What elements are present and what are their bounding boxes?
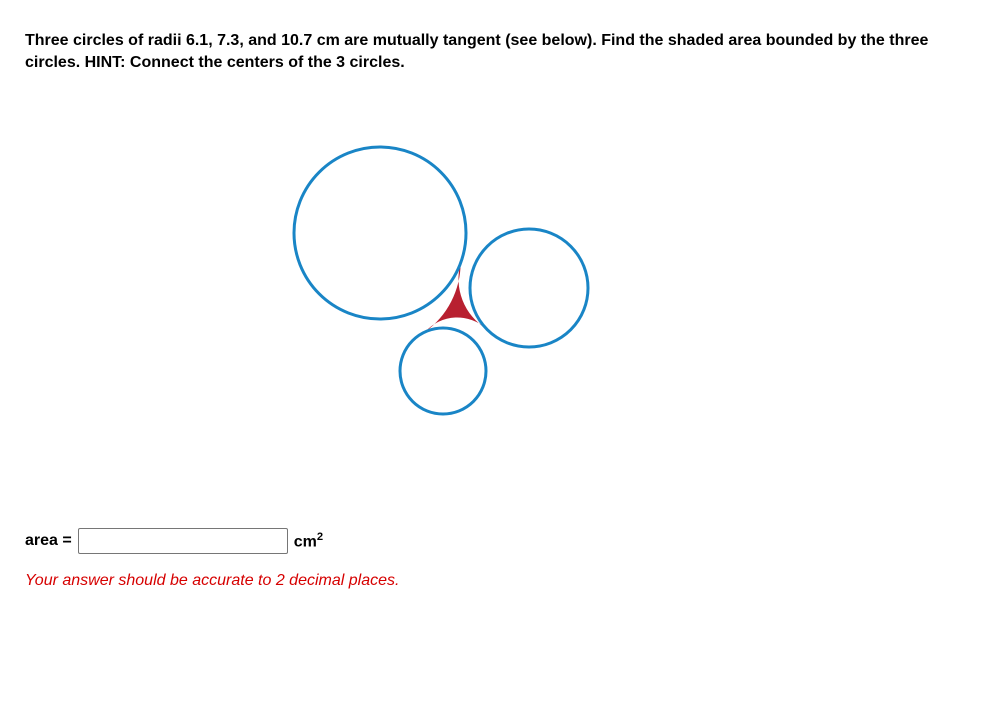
answer-unit: cm2	[294, 531, 323, 551]
problem-statement: Three circles of radii 6.1, 7.3, and 10.…	[25, 30, 961, 73]
circles-diagram	[225, 113, 961, 438]
circle-medium	[470, 229, 588, 347]
answer-label: area =	[25, 532, 72, 550]
accuracy-hint: Your answer should be accurate to 2 deci…	[25, 572, 961, 590]
unit-exponent: 2	[317, 531, 323, 543]
answer-row: area = cm2	[25, 528, 961, 554]
unit-prefix: cm	[294, 533, 317, 550]
circle-large	[294, 147, 466, 319]
circle-small	[400, 328, 486, 414]
area-input[interactable]	[78, 528, 288, 554]
